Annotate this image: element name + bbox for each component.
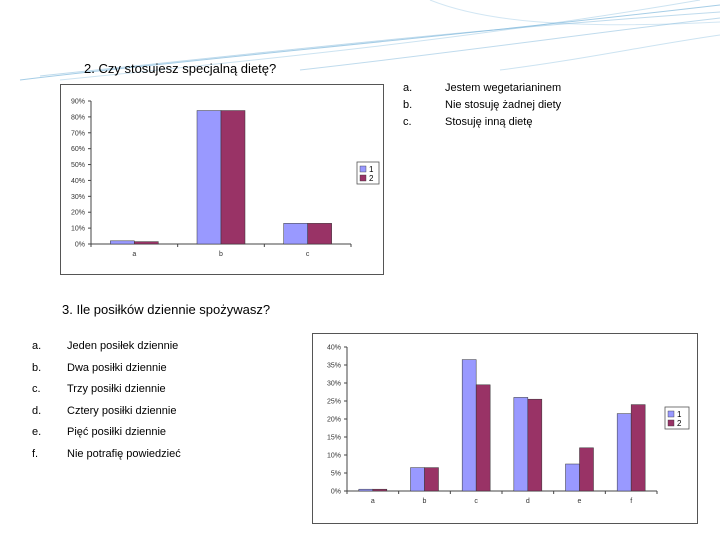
chart-meals-x-tick-label: d bbox=[526, 498, 530, 505]
chart-meals-x-tick-label: a bbox=[371, 498, 375, 505]
chart-meals-y-tick-label: 20% bbox=[327, 417, 341, 424]
chart-diet-y-tick-label: 70% bbox=[71, 130, 85, 137]
chart-diet-y-tick-label: 80% bbox=[71, 114, 85, 121]
chart-meals-bar-d-series-1 bbox=[513, 397, 529, 492]
question-2-title: 2. Czy stosujesz specjalną dietę? bbox=[84, 61, 277, 76]
chart-meals-bar-e-series-1 bbox=[565, 463, 580, 492]
chart-diet-legend-label-2: 2 bbox=[369, 174, 374, 183]
chart-diet-y-tick-label: 20% bbox=[71, 210, 85, 217]
chart-diet-y-tick-label: 60% bbox=[71, 146, 85, 153]
question-3-options: a. Jeden posiłek dziennie b. Dwa posiłki… bbox=[0, 340, 300, 470]
option-d-letter: d. bbox=[32, 405, 42, 417]
option-a-text: Jestem wegetarianinem bbox=[445, 82, 562, 94]
chart-meals-x-tick-label: f bbox=[630, 498, 632, 505]
chart-diet-svg: 0% 10% 20% 30% 40% 50% 60% 70% 80% 90% a b c 12 bbox=[71, 99, 380, 258]
chart-meals-x-tick-label: e bbox=[578, 498, 582, 505]
chart-meals-x-tick-label: c bbox=[474, 498, 478, 505]
chart-diet-x-tick-label: b bbox=[219, 251, 223, 258]
chart-meals-bar-b-series-1 bbox=[410, 467, 425, 492]
chart-meals-y-tick-label: 25% bbox=[327, 399, 341, 406]
chart-diet-y-tick-label: 30% bbox=[71, 194, 85, 201]
chart-meals-bar-c-series-2 bbox=[475, 384, 491, 492]
chart-meals-legend-swatch-1 bbox=[667, 410, 675, 418]
option-a-letter: a. bbox=[32, 340, 42, 352]
option-a-letter: a. bbox=[403, 82, 413, 94]
chart-diet-bar-c-series-2 bbox=[307, 223, 332, 245]
chart-meals-y-tick-label: 15% bbox=[327, 435, 341, 442]
chart-diet-bar-a-series-1 bbox=[110, 240, 135, 245]
option-b-text: Dwa posiłki dziennie bbox=[67, 362, 167, 374]
chart-meals-y-tick-label: 0% bbox=[331, 489, 341, 496]
chart-meals-bar-f-series-1 bbox=[616, 413, 632, 492]
chart-diet-bar-c-series-1 bbox=[283, 223, 308, 245]
chart-diet-bar-a-series-2 bbox=[134, 241, 159, 245]
chart-meals-y-tick-label: 5% bbox=[331, 471, 341, 478]
chart-diet-x-tick-label: a bbox=[132, 251, 136, 258]
chart-meals-y-tick-label: 40% bbox=[327, 345, 341, 352]
option-f-letter: f. bbox=[32, 448, 39, 460]
option-c-text: Trzy posiłki dziennie bbox=[67, 383, 166, 395]
chart-meals-bar-f-series-2 bbox=[630, 404, 646, 492]
option-b-letter: b. bbox=[32, 362, 42, 374]
option-c-text: Stosuję inną dietę bbox=[445, 116, 533, 128]
option-e-letter: e. bbox=[32, 426, 42, 438]
chart-meals-legend-label-1: 1 bbox=[677, 410, 682, 419]
chart-meals-bar-e-series-2 bbox=[579, 447, 594, 492]
option-d-text: Cztery posiłki dziennie bbox=[67, 405, 177, 417]
chart-diet-bar-b-series-1 bbox=[196, 110, 222, 245]
chart-diet-y-tick-label: 0% bbox=[75, 242, 85, 249]
chart-meals-x-tick-label: b bbox=[423, 498, 427, 505]
chart-meals-y-tick-label: 10% bbox=[327, 453, 341, 460]
chart-diet-y-tick-label: 40% bbox=[71, 178, 85, 185]
chart-diet-legend: 12 bbox=[356, 161, 380, 185]
chart-meals-bar-a-series-2 bbox=[372, 488, 388, 492]
chart-meals-legend-label-2: 2 bbox=[677, 419, 682, 428]
chart-meals: 0% 5% 10% 15% 20% 25% 30% 35% 40% a b c d e f 1 2 bbox=[312, 333, 698, 524]
chart-diet-y-tick-label: 90% bbox=[71, 99, 85, 106]
chart-diet-legend-swatch-2 bbox=[359, 174, 367, 182]
chart-diet-y-tick-label: 50% bbox=[71, 162, 85, 169]
question-3-title: 3. Ile posiłków dziennie spożywasz? bbox=[62, 302, 271, 317]
chart-meals-legend: 12 bbox=[664, 406, 690, 430]
chart-meals-bar-a-series-1 bbox=[358, 488, 374, 492]
option-b-letter: b. bbox=[403, 99, 413, 111]
chart-meals-bar-b-series-2 bbox=[424, 467, 439, 492]
chart-diet-y-tick-label: 10% bbox=[71, 226, 85, 233]
chart-diet-bar-b-series-2 bbox=[220, 110, 246, 245]
chart-meals-bar-c-series-1 bbox=[461, 359, 477, 492]
option-b-text: Nie stosuję żadnej diety bbox=[445, 99, 562, 111]
chart-meals-y-tick-label: 30% bbox=[327, 381, 341, 388]
option-e-text: Pięć posiłki dziennie bbox=[67, 426, 167, 438]
option-a-text: Jeden posiłek dziennie bbox=[67, 340, 179, 352]
chart-meals-legend-swatch-2 bbox=[667, 419, 675, 427]
chart-diet-x-tick-label: c bbox=[306, 251, 310, 258]
chart-meals-bar-d-series-2 bbox=[527, 398, 543, 492]
option-c-letter: c. bbox=[32, 383, 41, 395]
chart-meals-y-tick-label: 35% bbox=[327, 363, 341, 370]
option-f-text: Nie potrafię powiedzieć bbox=[67, 448, 181, 460]
chart-meals-svg: 0% 5% 10% 15% 20% 25% 30% 35% 40% a b c d e f 12 bbox=[327, 345, 690, 505]
chart-diet-legend-swatch-1 bbox=[359, 165, 367, 173]
chart-diet-legend-label-1: 1 bbox=[369, 165, 374, 174]
chart-diet: 0% 10% 20% 30% 40% 50% 60% 70% 80% 90% a b c 1 2 bbox=[60, 84, 384, 275]
option-c-letter: c. bbox=[403, 116, 412, 128]
